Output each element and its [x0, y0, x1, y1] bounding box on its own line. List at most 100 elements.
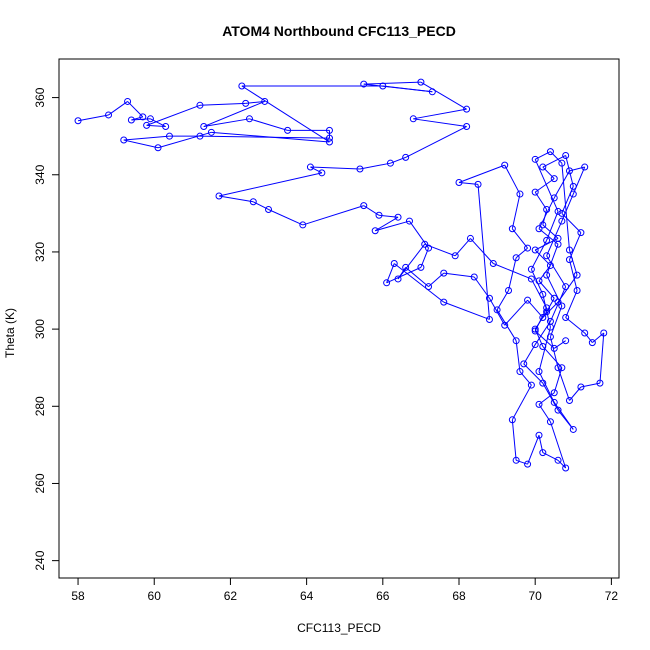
data-point [196, 101, 204, 109]
data-point [527, 275, 535, 283]
series-segment [561, 212, 582, 233]
series-segment [557, 459, 567, 469]
data-point [554, 298, 562, 306]
series-segment [527, 435, 540, 465]
series-segment [496, 309, 517, 341]
data-point [550, 344, 558, 352]
data-point [463, 105, 471, 113]
series-segment [405, 126, 467, 158]
series-segment [561, 193, 574, 222]
data-point [474, 180, 482, 188]
data-point [546, 323, 554, 331]
series-segment [523, 344, 536, 365]
data-point [600, 329, 608, 337]
series-segment [553, 367, 563, 393]
data-point [539, 290, 547, 298]
data-point [539, 342, 547, 350]
y-tick-label: 240 [33, 550, 47, 570]
series-segment [363, 81, 421, 85]
series-segment [218, 195, 254, 203]
data-point [127, 116, 135, 124]
data-point [569, 182, 577, 190]
series-segment [211, 131, 330, 143]
data-point [539, 221, 547, 229]
data-point [562, 151, 570, 159]
series-segment [496, 290, 509, 311]
series-segment [584, 332, 593, 343]
series-segment [572, 166, 586, 195]
series-segment [549, 336, 559, 368]
data-point [550, 194, 558, 202]
data-point [261, 97, 269, 105]
series-segment [268, 209, 304, 226]
data-point [539, 449, 547, 457]
x-tick-label: 60 [148, 589, 162, 603]
series-segment [375, 220, 410, 232]
series-segment [546, 297, 555, 312]
data-point [577, 229, 585, 237]
data-point [265, 205, 273, 213]
data-point [428, 88, 436, 96]
data-point [139, 113, 147, 121]
series-segment [561, 163, 570, 251]
series-segment [493, 263, 532, 280]
x-tick-label: 62 [224, 589, 238, 603]
data-point [505, 287, 513, 295]
series-segment [454, 238, 471, 257]
y-tick-label: 300 [33, 319, 47, 339]
data-point [165, 132, 173, 140]
series-segment [527, 299, 544, 318]
data-point [558, 217, 566, 225]
y-tick-label: 360 [33, 87, 47, 107]
series-segment [530, 240, 548, 270]
data-point [562, 464, 570, 472]
data-point [550, 398, 558, 406]
series-segment [511, 193, 521, 229]
series-segment [393, 263, 445, 303]
data-point [360, 202, 368, 210]
series-segment [549, 421, 567, 469]
data-point [245, 115, 253, 123]
series-segment [534, 249, 551, 266]
data-point [284, 126, 292, 134]
data-point [74, 117, 82, 125]
data-point [405, 217, 413, 225]
data-point [581, 329, 589, 337]
series-segment [534, 178, 555, 193]
series-segment [420, 81, 467, 110]
data-point [425, 244, 433, 252]
data-point [531, 246, 539, 254]
data-point [154, 144, 162, 152]
data-point [325, 134, 333, 142]
series-segment [553, 340, 566, 349]
data-point [531, 155, 539, 163]
data-point [524, 296, 532, 304]
series-segment [473, 276, 490, 299]
series-segment [310, 166, 360, 170]
series-segment [511, 228, 528, 249]
series-segment [538, 280, 555, 299]
series-segment [108, 101, 128, 116]
series-segment [386, 266, 422, 284]
series-segment [534, 159, 559, 212]
x-tick-label: 58 [71, 589, 85, 603]
data-point [306, 163, 314, 171]
data-point [146, 115, 154, 123]
series-segment [508, 257, 517, 291]
data-point [440, 269, 448, 277]
data-point [421, 240, 429, 248]
data-point [554, 456, 562, 464]
data-point [207, 128, 215, 136]
data-point [299, 221, 307, 229]
data-point [249, 198, 257, 206]
x-tick-label: 68 [452, 589, 466, 603]
data-point [485, 315, 493, 323]
series-segment [565, 317, 586, 334]
data-point [508, 416, 516, 424]
data-point [493, 306, 501, 314]
series-segment [127, 101, 144, 118]
data-point [546, 261, 554, 269]
data-point [554, 240, 562, 248]
series-segment [542, 346, 563, 369]
data-point [539, 379, 547, 387]
